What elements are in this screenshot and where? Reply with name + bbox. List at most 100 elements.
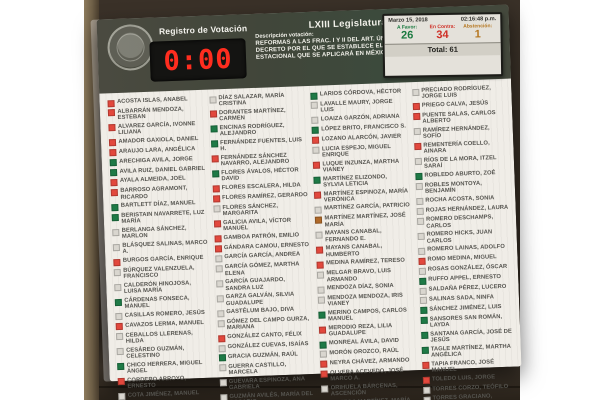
vote-time: 02:16:48 p.m. bbox=[460, 16, 497, 23]
member-row: MAYANS CANABAL, FERNANDO E. bbox=[315, 228, 411, 244]
vote-chip-favor bbox=[211, 170, 219, 178]
member-name: MERODIO REZA, LILIA GUADALUPE bbox=[328, 323, 393, 338]
vote-chip-none bbox=[219, 379, 227, 387]
member-row: CEBALLOS LLERENAS, HILDA bbox=[116, 329, 212, 345]
member-row: SALDAÑA PÉREZ, LUCERO bbox=[419, 284, 515, 295]
vote-chip-favor bbox=[109, 159, 117, 167]
vote-chip-none bbox=[416, 207, 424, 216]
member-name: MAYANS CANABAL, FERNANDO E. bbox=[324, 228, 382, 244]
wall-seam bbox=[99, 386, 520, 388]
member-row: LUCIA ESPEJO, MIGUEL ENRIQUE bbox=[312, 143, 408, 159]
member-row: SALINAS SADA, NINFA bbox=[419, 293, 515, 305]
member-name: CEBALLOS LLERENAS, HILDA bbox=[125, 330, 193, 345]
member-name: AVILA RUIZ, DANIEL GABRIEL bbox=[119, 165, 206, 175]
member-column-4: PRECIADO RODRÍGUEZ, JORGE LUIS PRIEGO CAL… bbox=[411, 85, 518, 400]
vote-chip-favor bbox=[418, 277, 426, 285]
member-name: LÓPEZ BRITO, FRANCISCO S. bbox=[321, 123, 407, 133]
member-name: MARTÍNEZ MARTÍNEZ, JOSÉ MARÍA bbox=[324, 212, 406, 229]
vote-chip-none bbox=[413, 128, 421, 136]
member-row: ROBLEDO ABURTO, ZOÉ bbox=[414, 169, 511, 181]
member-row: BERLANGA SÁNCHEZ, MARLON bbox=[112, 225, 208, 241]
member-name: DÍAZ SALAZAR, MARÍA CRISTINA bbox=[218, 92, 285, 108]
contra-count: 34 bbox=[436, 28, 449, 42]
wall-trim bbox=[84, 0, 99, 400]
member-name: TAGLE MARTÍNEZ, MARTHA ANGÉLICA bbox=[430, 343, 511, 359]
vote-chip-none bbox=[114, 283, 122, 291]
favor-cell: A Favor: 26 bbox=[389, 24, 425, 42]
member-row: BURGOS GARCÍA, ENRIQUE bbox=[113, 255, 209, 266]
mexico-seal-icon bbox=[106, 23, 155, 72]
member-name: MARTÍNEZ GARCÍA, PATRICIO bbox=[323, 202, 410, 212]
member-row: BARROSO AGRAMONT, RICARDO bbox=[110, 185, 207, 201]
member-name: GONZÁLEZ CUEVAS, ISAÍAS bbox=[227, 341, 309, 351]
vote-chip-none bbox=[414, 158, 422, 166]
vote-chip-none bbox=[417, 232, 425, 241]
vote-chip-none bbox=[416, 217, 424, 226]
member-name: RUFFO APPEL, ERNESTO bbox=[428, 274, 502, 283]
member-row: ALBARRÁN MENDOZA, ESTEBAN bbox=[107, 106, 204, 122]
member-name: GARZA GALVÁN, SILVIA GUADALUPE bbox=[225, 291, 295, 307]
member-row: MARTÍNEZ ELIZONDO, SYLVIA LETICIA bbox=[313, 173, 409, 189]
member-row: MAYANS CANABAL, HUMBERTO bbox=[315, 243, 412, 259]
member-name: TOLEDO LUIS, JORGE bbox=[431, 373, 496, 383]
member-row: PRECIADO RODRÍGUEZ, JORGE LUIS bbox=[411, 85, 508, 101]
member-name: LOZANO ALARCÓN, JAVIER bbox=[321, 133, 402, 143]
vote-chip-favor bbox=[319, 341, 327, 349]
vote-chip-none bbox=[312, 146, 320, 154]
member-row: BLÁSQUEZ SALINAS, MARCO A. bbox=[112, 240, 209, 256]
vote-chip-none bbox=[218, 344, 226, 352]
member-row: REMENTERÍA COELLO, AINARA bbox=[413, 139, 510, 155]
member-row: SÁNCHEZ JIMÉNEZ, LUIS bbox=[419, 303, 516, 315]
vote-chip-none bbox=[112, 243, 120, 251]
vote-chip-none bbox=[317, 286, 325, 294]
vote-chip-abstain bbox=[314, 216, 323, 224]
vote-chip-favor bbox=[111, 203, 119, 212]
vote-chip-favor bbox=[117, 363, 125, 371]
member-name: AMADOR GAXIOLA, DANIEL bbox=[118, 135, 199, 145]
member-row: DÍAZ SALAZAR, MARÍA CRISTINA bbox=[208, 92, 305, 108]
vote-chip-contra bbox=[311, 136, 320, 145]
vote-chip-favor bbox=[210, 140, 218, 149]
member-row: AVILA RUIZ, DANIEL GABRIEL bbox=[109, 165, 206, 177]
vote-chip-favor bbox=[318, 311, 326, 319]
member-row: LOAIZA GARZÓN, ADRIANA bbox=[311, 113, 407, 125]
member-name: ROMERO LAINAS, ADOLFO bbox=[427, 244, 506, 254]
vote-chip-none bbox=[212, 205, 221, 213]
member-row: ROJAS HERNÁNDEZ, LAURA bbox=[416, 204, 512, 216]
member-name: MARTÍNEZ ESPINOZA, MARÍA VERÓNICA bbox=[323, 187, 409, 204]
member-row: MELGAR BRAVO, LUIS ARMANDO bbox=[316, 267, 413, 283]
vote-chip-none bbox=[217, 319, 225, 328]
member-row: AYALA ALMEIDA, JOEL bbox=[110, 175, 206, 187]
member-name: ROCHA ACOSTA, SONIA bbox=[425, 194, 495, 204]
member-name: CHICO HERRERA, MIGUEL ÁNGEL bbox=[126, 359, 203, 375]
member-row: ACOSTA ISLAS, ANABEL bbox=[107, 96, 203, 107]
member-name: ROMO MEDINA, MIGUEL bbox=[427, 254, 497, 264]
member-row: MARTÍNEZ ESPINOZA, MARÍA VERÓNICA bbox=[313, 187, 410, 204]
member-name: SALDAÑA PÉREZ, LUCERO bbox=[428, 283, 507, 293]
vote-chip-none bbox=[316, 271, 325, 279]
member-row: SANSORES SAN ROMÁN, LAYDA bbox=[420, 313, 516, 329]
vote-chip-none bbox=[419, 297, 427, 305]
vote-chip-none bbox=[112, 228, 120, 236]
board-header: Registro de Votación 0:00 LXIII Legislat… bbox=[96, 4, 511, 94]
member-name: REMENTERÍA COELLO, AINARA bbox=[423, 140, 490, 155]
vote-chip-contra bbox=[315, 246, 324, 254]
member-name: BARROSO AGRAMONT, RICARDO bbox=[120, 185, 188, 201]
member-name: MERINO CAMPOS, CARLOS MANUEL bbox=[327, 307, 407, 323]
member-row: MARTÍNEZ MARTÍNEZ, JOSÉ MARÍA bbox=[314, 212, 411, 229]
vote-chip-favor bbox=[420, 331, 428, 340]
member-row: LÓPEZ BRITO, FRANCISCO S. bbox=[311, 123, 408, 135]
vote-totals-box: Marzo 15, 2018 02:16:48 p.m. A Favor: 26… bbox=[382, 12, 504, 78]
member-name: MELGAR BRAVO, LUIS ARMANDO bbox=[326, 268, 392, 283]
member-name: MEDINA RAMÍREZ, TERESO bbox=[325, 257, 405, 267]
member-name: GARCÍA GÓMEZ, MARTHA ELENA bbox=[224, 261, 300, 277]
vote-chip-none bbox=[311, 116, 319, 125]
member-name: PRECIADO RODRÍGUEZ, JORGE LUIS bbox=[421, 85, 491, 101]
member-row: ROCHA ACOSTA, SONIA bbox=[415, 194, 512, 206]
member-name: ROMERO HICKS, JUAN CARLOS bbox=[426, 229, 493, 245]
member-row: NEYRA CHÁVEZ, ARMANDO bbox=[320, 357, 416, 369]
member-row: GARZA GALVÁN, SILVIA GUADALUPE bbox=[216, 291, 312, 307]
member-row: BARTLETT DÍAZ, MANUEL bbox=[111, 200, 207, 212]
vote-chip-none bbox=[216, 309, 224, 318]
vote-chip-contra bbox=[107, 99, 115, 107]
